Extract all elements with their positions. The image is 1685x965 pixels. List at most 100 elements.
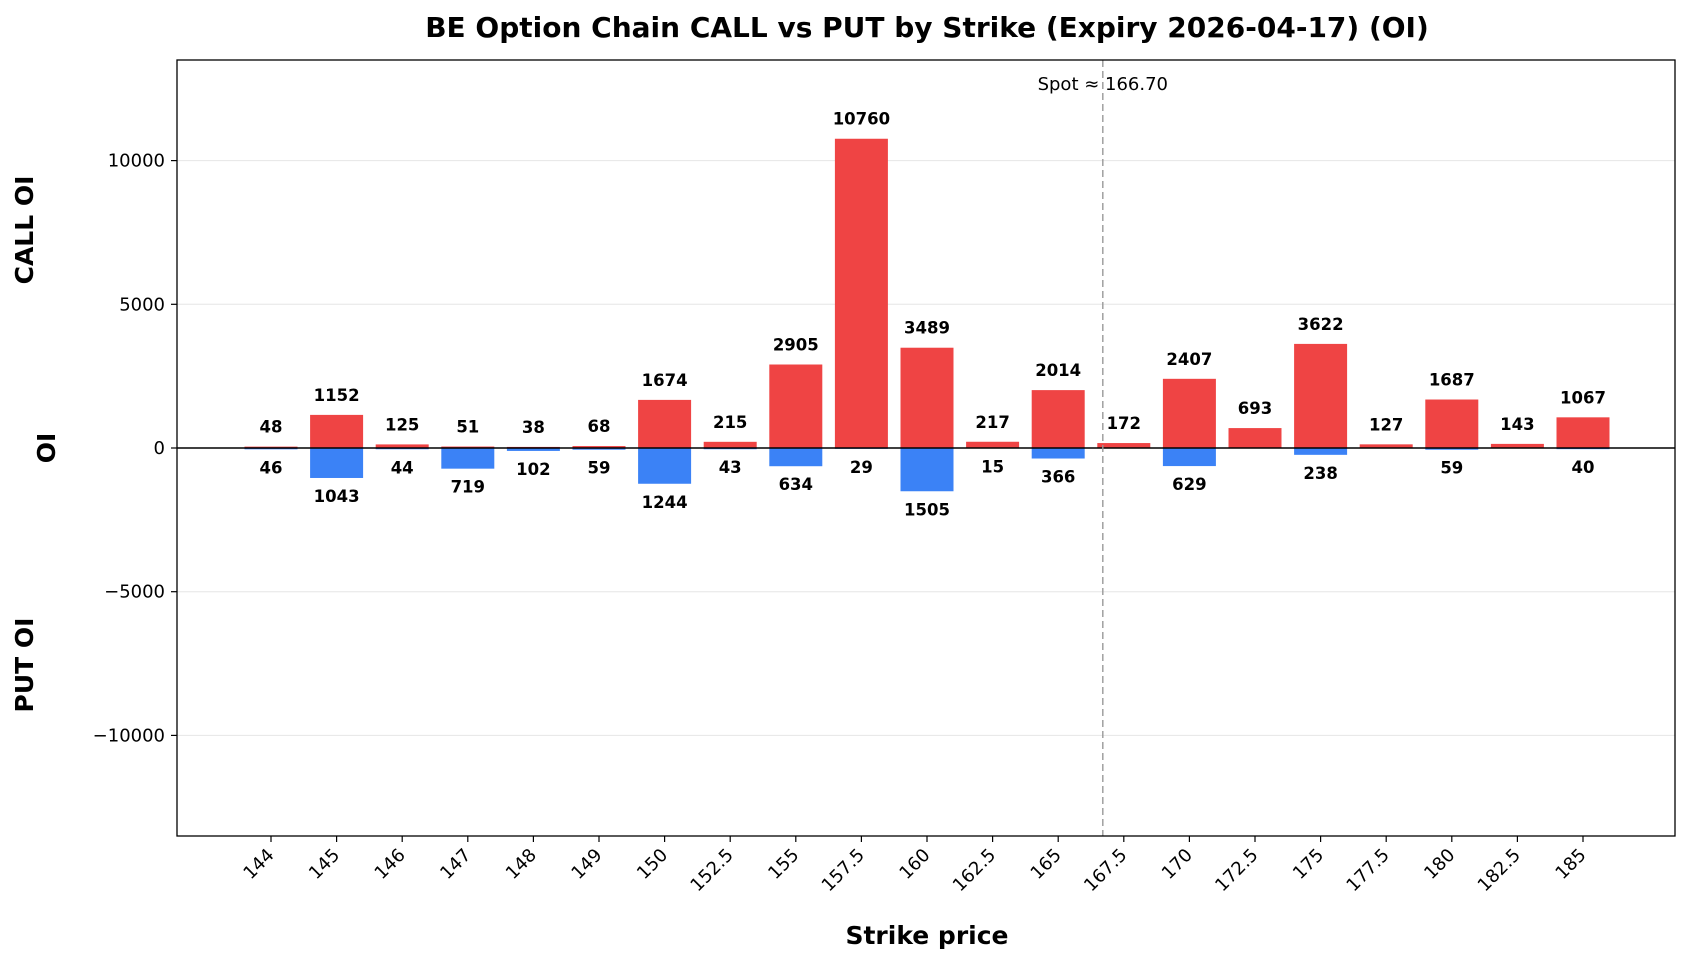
call-value-label: 2014 xyxy=(1035,361,1081,380)
put-value-label: 46 xyxy=(260,458,283,477)
call-value-label: 38 xyxy=(522,418,545,437)
y-tick-label: 0 xyxy=(154,438,165,459)
x-tick-label: 150 xyxy=(633,845,672,884)
x-tick-label: 155 xyxy=(764,845,803,884)
x-tick-label: 167.5 xyxy=(1080,845,1131,896)
put-oi-axis-label: PUT OI xyxy=(10,618,39,713)
put-bar xyxy=(1031,448,1085,459)
put-value-label: 44 xyxy=(391,458,414,477)
x-tick-label: 157.5 xyxy=(818,845,869,896)
x-tick-label: 170 xyxy=(1158,845,1197,884)
x-tick-label: 145 xyxy=(305,845,344,884)
x-tick-label: 172.5 xyxy=(1211,845,1262,896)
call-value-label: 3489 xyxy=(904,319,950,338)
put-value-label: 40 xyxy=(1572,458,1595,477)
put-value-label: 59 xyxy=(1440,459,1463,478)
call-bar xyxy=(834,138,888,448)
put-bar xyxy=(441,448,495,469)
put-bar xyxy=(1425,448,1479,450)
call-bar xyxy=(375,444,429,448)
put-bar xyxy=(572,448,626,450)
call-value-label: 3622 xyxy=(1298,315,1344,334)
put-value-label: 629 xyxy=(1172,475,1206,494)
call-bar xyxy=(1294,343,1348,448)
put-bar xyxy=(506,448,560,451)
x-tick-label: 152.5 xyxy=(686,845,737,896)
call-bar xyxy=(966,441,1020,448)
y-tick-label: 5000 xyxy=(119,294,165,315)
x-tick-label: 160 xyxy=(895,845,934,884)
put-bar xyxy=(1162,448,1216,467)
call-bar xyxy=(638,399,692,448)
x-tick-label: 185 xyxy=(1551,845,1590,884)
chart-title: BE Option Chain CALL vs PUT by Strike (E… xyxy=(425,11,1429,44)
x-tick-label: 165 xyxy=(1027,845,1066,884)
call-value-label: 215 xyxy=(713,413,747,432)
call-value-label: 693 xyxy=(1238,399,1272,418)
y-tick-label: −10000 xyxy=(93,725,165,746)
call-bar xyxy=(572,446,626,448)
call-value-label: 1152 xyxy=(314,386,360,405)
put-value-label: 59 xyxy=(588,459,611,478)
x-tick-label: 144 xyxy=(239,845,278,884)
call-bar xyxy=(703,441,757,448)
plot-area: −10000 −5000 0 5000 10000 48 46 1152 1043 125 44 51… xyxy=(93,59,1676,896)
call-bar xyxy=(1228,428,1282,448)
call-value-label: 1674 xyxy=(642,371,688,390)
call-bar xyxy=(310,414,364,448)
x-tick-label: 148 xyxy=(502,845,541,884)
put-bar xyxy=(769,448,823,467)
put-value-label: 634 xyxy=(779,475,813,494)
put-value-label: 43 xyxy=(719,458,742,477)
put-bar xyxy=(1294,448,1348,455)
x-tick-label: 146 xyxy=(371,845,410,884)
call-bar xyxy=(1359,444,1413,448)
x-axis-label: Strike price xyxy=(845,921,1008,950)
x-tick-label: 175 xyxy=(1289,845,1328,884)
x-tick-label: 147 xyxy=(436,845,475,884)
x-tick-label: 162.5 xyxy=(949,845,1000,896)
call-bar xyxy=(1162,378,1216,448)
call-value-label: 143 xyxy=(1500,415,1534,434)
call-value-label: 68 xyxy=(588,417,611,436)
y-tick-label: −5000 xyxy=(104,582,165,603)
call-bar xyxy=(900,347,954,448)
call-value-label: 48 xyxy=(260,418,283,437)
put-value-label: 366 xyxy=(1041,468,1075,487)
put-value-label: 719 xyxy=(451,478,485,497)
put-value-label: 15 xyxy=(981,457,1004,476)
x-tick-label: 149 xyxy=(567,845,606,884)
x-tick-label: 177.5 xyxy=(1342,845,1393,896)
put-value-label: 1244 xyxy=(642,493,688,512)
call-value-label: 217 xyxy=(975,413,1009,432)
call-bar xyxy=(1097,443,1151,448)
call-bar xyxy=(1490,443,1544,448)
plot-frame xyxy=(176,59,1676,837)
call-bar xyxy=(1031,390,1085,448)
put-value-label: 102 xyxy=(516,460,550,479)
spot-label: Spot ≈ 166.70 xyxy=(1038,74,1168,95)
call-oi-axis-label: CALL OI xyxy=(10,176,39,285)
put-value-label: 238 xyxy=(1303,464,1337,483)
call-value-label: 2905 xyxy=(773,336,819,355)
x-tick-label: 180 xyxy=(1420,845,1459,884)
call-bar xyxy=(1556,417,1610,448)
put-bar xyxy=(900,448,954,492)
call-value-label: 172 xyxy=(1107,414,1141,433)
x-tick-label: 182.5 xyxy=(1474,845,1525,896)
call-value-label: 125 xyxy=(385,415,419,434)
put-bar xyxy=(310,448,364,478)
put-value-label: 1043 xyxy=(314,487,360,506)
put-value-label: 1505 xyxy=(904,500,950,519)
put-bar xyxy=(638,448,692,484)
call-value-label: 1067 xyxy=(1560,388,1606,407)
call-value-label: 127 xyxy=(1369,415,1403,434)
y-tick-label: 10000 xyxy=(108,151,165,172)
call-bar xyxy=(1425,399,1479,448)
oi-axis-label: OI xyxy=(32,433,61,464)
call-value-label: 51 xyxy=(456,418,479,437)
call-value-label: 1687 xyxy=(1429,371,1475,390)
call-value-label: 10760 xyxy=(833,110,890,129)
